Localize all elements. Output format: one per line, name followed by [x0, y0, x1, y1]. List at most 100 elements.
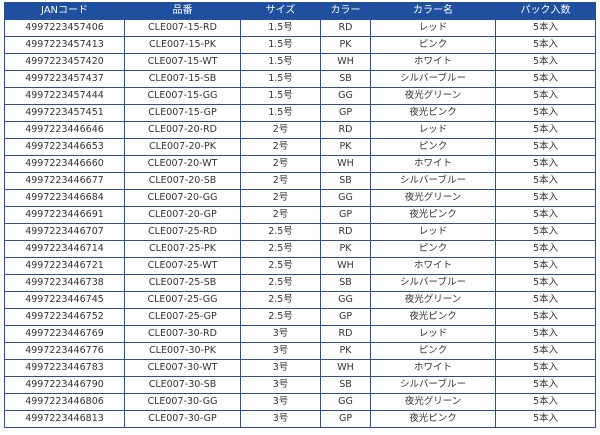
table-cell: 5本入	[495, 342, 596, 360]
table-cell: ピンク	[370, 240, 496, 258]
table-cell: SB	[320, 172, 371, 190]
table-cell: シルバーブルー	[370, 70, 496, 88]
table-cell: CLE007-30-GP	[124, 410, 241, 428]
table-cell: 4997223446783	[4, 359, 125, 377]
table-cell: 4997223446660	[4, 155, 125, 173]
header-cell: カラー名	[370, 2, 496, 20]
table-cell: RD	[320, 325, 371, 343]
table-cell: CLE007-30-WT	[124, 359, 241, 377]
table-row: 4997223446776 CLE007-30-PK 3号 PK ピンク 5本入	[4, 342, 596, 360]
table-row: 4997223446813 CLE007-30-GP 3号 GP 夜光ピンク 5本入	[4, 410, 596, 428]
table-cell: CLE007-25-WT	[124, 257, 241, 275]
table-cell: CLE007-25-GP	[124, 308, 241, 326]
table-cell: 4997223446790	[4, 376, 125, 394]
table-cell: 2.5号	[240, 308, 321, 326]
table-body: 4997223457406 CLE007-15-RD 1.5号 RD レッド 5本入 499…	[4, 19, 596, 428]
table-cell: SB	[320, 376, 371, 394]
table-cell: 4997223457406	[4, 19, 125, 37]
table-row: 4997223446752 CLE007-25-GP 2.5号 GP 夜光ピンク 5本入	[4, 308, 596, 326]
table-cell: 3号	[240, 376, 321, 394]
table-cell: 4997223446769	[4, 325, 125, 343]
table-cell: CLE007-15-GG	[124, 87, 241, 105]
table-cell: 4997223446738	[4, 274, 125, 292]
table-cell: 4997223457420	[4, 53, 125, 71]
table-row: 4997223457420 CLE007-15-WT 1.5号 WH ホワイト 5本入	[4, 53, 596, 71]
table-cell: 夜光グリーン	[370, 393, 496, 411]
table-cell: 2.5号	[240, 291, 321, 309]
table-cell: GG	[320, 393, 371, 411]
table-cell: 1.5号	[240, 104, 321, 122]
table-cell: 5本入	[495, 410, 596, 428]
table-cell: WH	[320, 359, 371, 377]
table-cell: GG	[320, 87, 371, 105]
table-row: 4997223446660 CLE007-20-WT 2号 WH ホワイト 5本入	[4, 155, 596, 173]
table-cell: シルバーブルー	[370, 376, 496, 394]
table-cell: 2.5号	[240, 223, 321, 241]
table-cell: 4997223457413	[4, 36, 125, 54]
table-cell: CLE007-30-GG	[124, 393, 241, 411]
table-row: 4997223457413 CLE007-15-PK 1.5号 PK ピンク 5本入	[4, 36, 596, 54]
table-row: 4997223457451 CLE007-15-GP 1.5号 GP 夜光ピンク 5本入	[4, 104, 596, 122]
table-cell: 1.5号	[240, 53, 321, 71]
table-row: 4997223457406 CLE007-15-RD 1.5号 RD レッド 5本入	[4, 19, 596, 37]
table-cell: RD	[320, 19, 371, 37]
table-cell: 4997223446776	[4, 342, 125, 360]
table-cell: 4997223446721	[4, 257, 125, 275]
table-row: 4997223446738 CLE007-25-SB 2.5号 SB シルバーブルー 5本…	[4, 274, 596, 292]
table-cell: CLE007-30-SB	[124, 376, 241, 394]
table-cell: 5本入	[495, 121, 596, 139]
header-cell: 品番	[124, 2, 241, 20]
table-cell: CLE007-20-GG	[124, 189, 241, 207]
table-cell: シルバーブルー	[370, 274, 496, 292]
table-cell: 4997223457437	[4, 70, 125, 88]
table-cell: 3号	[240, 342, 321, 360]
table-row: 4997223446684 CLE007-20-GG 2号 GG 夜光グリーン 5本入	[4, 189, 596, 207]
table-cell: 夜光グリーン	[370, 189, 496, 207]
table-cell: ホワイト	[370, 359, 496, 377]
table-cell: CLE007-15-PK	[124, 36, 241, 54]
table-cell: 4997223446653	[4, 138, 125, 156]
table-cell: ホワイト	[370, 155, 496, 173]
table-cell: 4997223457451	[4, 104, 125, 122]
table-cell: 夜光グリーン	[370, 291, 496, 309]
table-row: 4997223446646 CLE007-20-RD 2号 RD レッド 5本入	[4, 121, 596, 139]
table-cell: CLE007-25-PK	[124, 240, 241, 258]
header-cell: カラー	[320, 2, 371, 20]
header-cell: サイズ	[240, 2, 321, 20]
table-cell: 5本入	[495, 257, 596, 275]
table-row: 4997223446721 CLE007-25-WT 2.5号 WH ホワイト 5本入	[4, 257, 596, 275]
table-cell: 5本入	[495, 274, 596, 292]
table-cell: 5本入	[495, 206, 596, 224]
table-cell: CLE007-15-RD	[124, 19, 241, 37]
table-cell: 5本入	[495, 308, 596, 326]
table-cell: WH	[320, 257, 371, 275]
table-cell: CLE007-15-SB	[124, 70, 241, 88]
table-row: 4997223446745 CLE007-25-GG 2.5号 GG 夜光グリーン 5本入	[4, 291, 596, 309]
table-cell: WH	[320, 155, 371, 173]
table-cell: 夜光ピンク	[370, 206, 496, 224]
table-cell: GG	[320, 291, 371, 309]
table-cell: 4997223446752	[4, 308, 125, 326]
table-cell: 5本入	[495, 376, 596, 394]
table-cell: PK	[320, 240, 371, 258]
table-cell: 5本入	[495, 223, 596, 241]
table-cell: RD	[320, 223, 371, 241]
table-cell: CLE007-20-GP	[124, 206, 241, 224]
table-cell: 4997223446684	[4, 189, 125, 207]
table-cell: 5本入	[495, 172, 596, 190]
table-cell: レッド	[370, 19, 496, 37]
table-cell: GG	[320, 189, 371, 207]
table-cell: CLE007-20-WT	[124, 155, 241, 173]
table-cell: 2号	[240, 138, 321, 156]
table-cell: 夜光グリーン	[370, 87, 496, 105]
table-cell: ピンク	[370, 36, 496, 54]
table-cell: 5本入	[495, 36, 596, 54]
table-cell: GP	[320, 206, 371, 224]
table-cell: SB	[320, 70, 371, 88]
header-cell: パック入数	[495, 2, 596, 20]
table-cell: レッド	[370, 325, 496, 343]
table-cell: レッド	[370, 223, 496, 241]
table-cell: CLE007-30-PK	[124, 342, 241, 360]
table-cell: 2号	[240, 155, 321, 173]
